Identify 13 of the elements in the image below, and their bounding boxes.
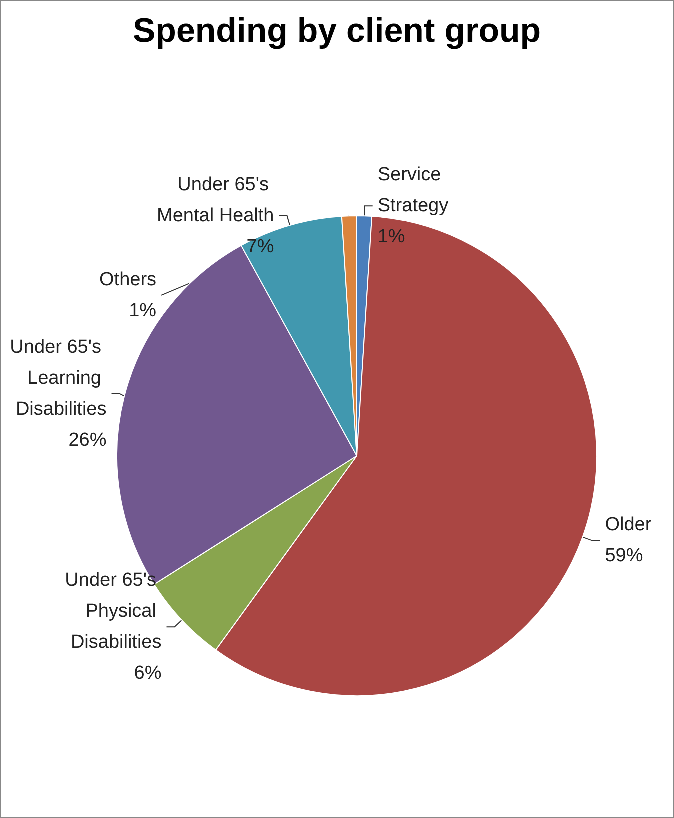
slice-label: Under 65's Mental Health	[157, 174, 274, 226]
data-label: 59%	[605, 546, 644, 567]
slice-label: Older	[605, 514, 652, 536]
data-label: 7%	[246, 236, 274, 258]
slice-label: Under 65's Physical Disabilities	[65, 570, 162, 654]
slice-label: Others	[100, 269, 157, 290]
slice-label: Under 65's Learning Disabilities	[10, 336, 107, 420]
data-label: 1%	[129, 300, 157, 322]
data-label: 1%	[378, 226, 406, 248]
chart-title: Spending by client group	[133, 12, 541, 50]
slice-label: Service Strategy	[378, 164, 450, 217]
data-label: 6%	[134, 663, 162, 684]
data-label: 26%	[68, 430, 107, 451]
